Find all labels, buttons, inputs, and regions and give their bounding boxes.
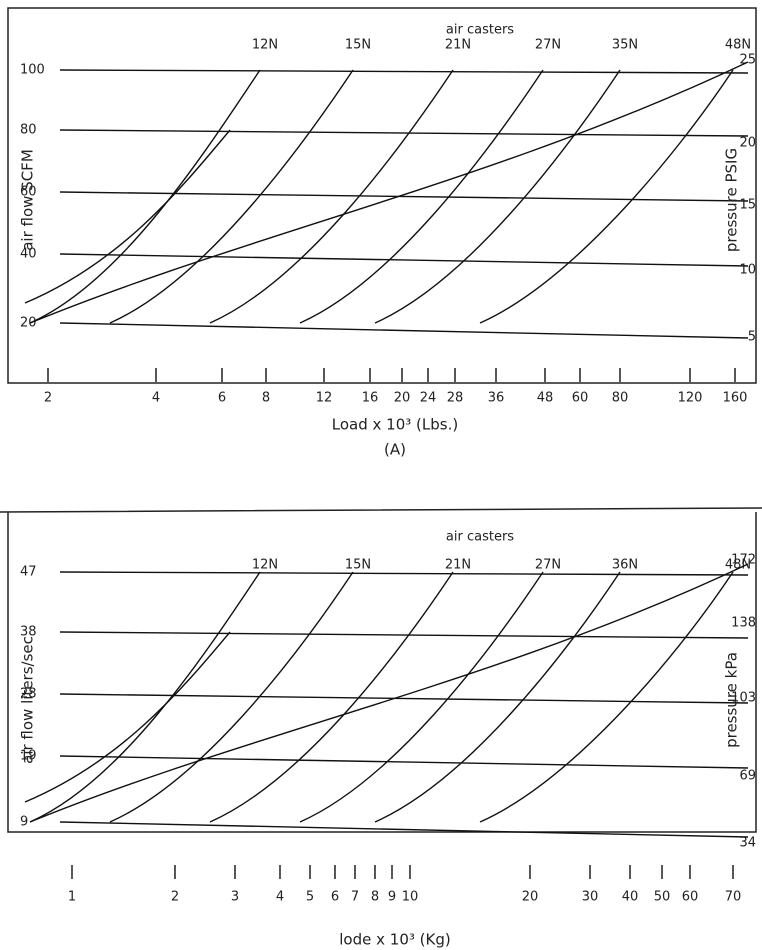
x-tick-label: 40 — [622, 890, 639, 905]
x-tick-label: 28 — [447, 391, 464, 406]
left-tick-label: 80 — [20, 123, 37, 138]
caster-curve — [209, 571, 454, 823]
x-axis-title: lode x 10³ (Kg) — [339, 931, 450, 949]
right-tick-label: 20 — [739, 136, 756, 151]
right-tick-label: 138 — [731, 616, 756, 631]
caster-curve — [479, 69, 734, 324]
x-tick-label: 50 — [654, 890, 671, 905]
right-axis-title: pressure kPa — [723, 652, 741, 748]
x-tick-label: 8 — [262, 391, 270, 406]
flow-line — [59, 322, 749, 339]
caster-label: 48N — [725, 38, 751, 53]
x-tick-label: 36 — [488, 391, 505, 406]
pressure-line — [29, 61, 749, 324]
flow-line — [59, 571, 749, 576]
x-tick-label: 9 — [388, 890, 396, 905]
caster-label: 36N — [612, 558, 638, 573]
left-tick-label: 9 — [20, 815, 28, 830]
x-tick-label: 6 — [331, 890, 339, 905]
x-tick-label: 12 — [316, 391, 333, 406]
caster-label: 12N — [252, 38, 278, 53]
left-axis-title: air flow SCFM — [19, 149, 37, 251]
caster-curve — [29, 571, 261, 823]
flow-line — [59, 631, 749, 639]
left-tick-label: 19 — [20, 749, 37, 764]
x-tick-label: 2 — [171, 890, 179, 905]
caster-curve — [374, 69, 621, 324]
right-tick-label: 69 — [739, 769, 756, 784]
x-tick-label: 120 — [678, 391, 703, 406]
pressure-line — [24, 631, 231, 803]
right-tick-label: 103 — [731, 691, 756, 706]
flow-line — [59, 129, 749, 137]
bottom-frame — [0, 507, 762, 833]
caster-curve — [109, 69, 354, 324]
x-tick-label: 3 — [231, 890, 239, 905]
caption: (A) — [384, 441, 406, 459]
caster-label: 21N — [445, 558, 471, 573]
x-tick-label: 4 — [152, 391, 160, 406]
left-tick-label: 28 — [20, 687, 37, 702]
caster-curve — [374, 571, 621, 823]
flow-line — [59, 191, 749, 202]
caster-label: 48N — [725, 558, 751, 573]
caster-label: 27N — [535, 38, 561, 53]
flow-line — [59, 821, 749, 838]
left-axis-title: air flow liters/sec — [19, 636, 37, 764]
left-tick-label: 47 — [20, 565, 37, 580]
x-axis-title: Load x 10³ (Lbs.) — [332, 416, 458, 434]
x-tick-label: 20 — [522, 890, 539, 905]
x-tick-label: 80 — [612, 391, 629, 406]
x-tick-label: 1 — [68, 890, 76, 905]
right-axis-title: pressure PSIG — [723, 148, 741, 252]
right-tick-label: 10 — [739, 263, 756, 278]
caster-curve — [299, 571, 544, 823]
caster-curve — [479, 571, 734, 823]
flow-line — [59, 69, 749, 74]
x-tick-label: 60 — [572, 391, 589, 406]
x-tick-label: 30 — [582, 890, 599, 905]
caster-title: air casters — [446, 530, 514, 545]
caster-label: 15N — [345, 558, 371, 573]
left-tick-label: 20 — [20, 316, 37, 331]
caster-label: 12N — [252, 558, 278, 573]
x-tick-label: 48 — [537, 391, 554, 406]
x-tick-label: 70 — [725, 890, 742, 905]
x-tick-label: 60 — [682, 890, 699, 905]
right-tick-label: 5 — [748, 330, 756, 345]
right-tick-label: 172 — [731, 553, 756, 568]
left-tick-label: 60 — [20, 185, 37, 200]
caster-curve — [299, 69, 544, 324]
x-tick-label: 24 — [420, 391, 437, 406]
right-tick-label: 34 — [739, 836, 756, 851]
x-tick-label: 4 — [276, 890, 284, 905]
top-frame — [7, 7, 757, 384]
caster-label: 15N — [345, 38, 371, 53]
right-tick-label: 15 — [739, 198, 756, 213]
x-tick-label: 16 — [362, 391, 379, 406]
flow-line — [59, 755, 749, 769]
pressure-line — [29, 563, 749, 823]
x-tick-label: 2 — [44, 391, 52, 406]
x-tick-label: 7 — [351, 890, 359, 905]
caster-curve — [109, 571, 354, 823]
caster-curve — [29, 69, 261, 324]
caster-label: 21N — [445, 38, 471, 53]
caster-label: 27N — [535, 558, 561, 573]
left-tick-label: 40 — [20, 247, 37, 262]
caster-label: 35N — [612, 38, 638, 53]
left-tick-label: 38 — [20, 625, 37, 640]
pressure-line — [24, 129, 231, 304]
x-tick-label: 5 — [306, 890, 314, 905]
x-tick-label: 20 — [394, 391, 411, 406]
x-tick-label: 160 — [723, 391, 748, 406]
flow-line — [59, 253, 749, 267]
left-tick-label: 100 — [20, 63, 45, 78]
x-tick-label: 8 — [371, 890, 379, 905]
x-tick-label: 6 — [218, 391, 226, 406]
x-tick-label: 10 — [402, 890, 419, 905]
caster-title: air casters — [446, 23, 514, 38]
